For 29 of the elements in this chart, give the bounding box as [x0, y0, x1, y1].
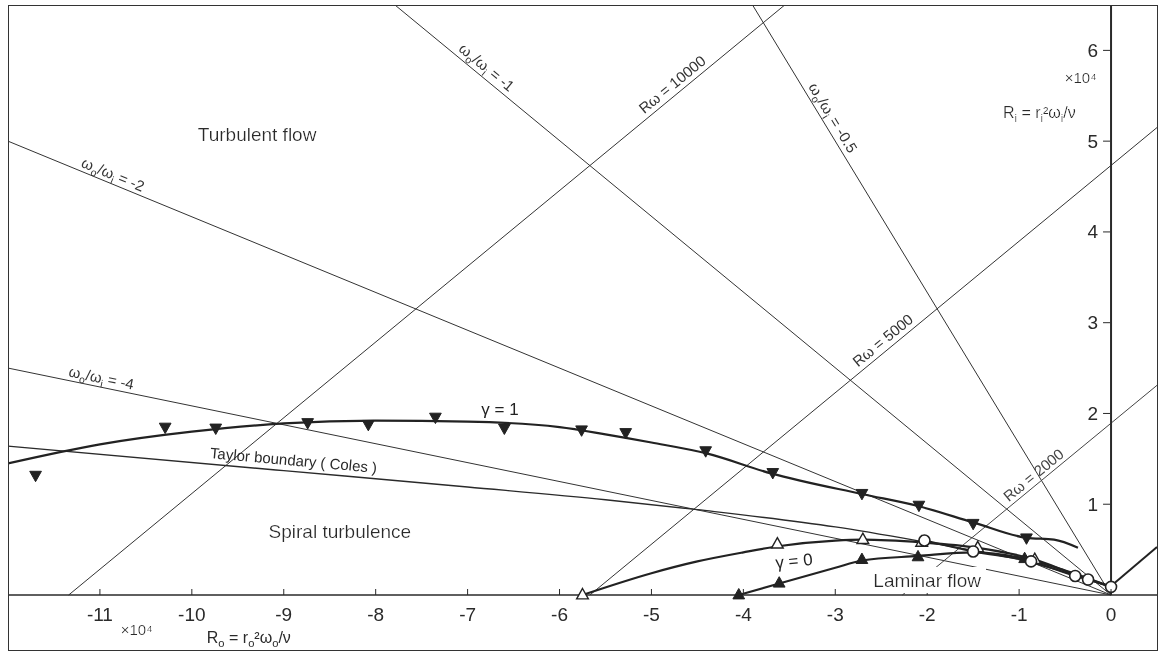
- x-tick-label: -10: [178, 604, 206, 625]
- x-tick-label: -7: [459, 604, 477, 625]
- x-tick-label: -1: [1010, 604, 1028, 625]
- y-tick-label: 1: [1087, 493, 1099, 515]
- x-tick-label: -6: [551, 604, 568, 625]
- annotation: Laminar flow: [873, 569, 982, 591]
- y-axis-title: R$_{i}$ = r$_{i}$²ω$_{i}$/ν: [1002, 103, 1076, 125]
- x-tick-label: -2: [918, 604, 936, 625]
- annotation: ×10⁴: [1064, 68, 1097, 86]
- annotation: Spiral turbulence: [268, 520, 412, 542]
- series-label: γ = 1: [481, 399, 519, 419]
- y-tick-label: 2: [1087, 402, 1099, 424]
- x-tick-label: -9: [275, 604, 293, 625]
- x-tick-label: -11: [86, 604, 113, 625]
- y-tick-label: 3: [1087, 312, 1099, 334]
- text: Taylor boundary ( Coles ): [209, 443, 378, 476]
- x-tick-label: -4: [734, 604, 753, 625]
- text: γ = 0: [774, 549, 814, 572]
- y-tick-label: 6: [1087, 39, 1099, 61]
- x-tick-label: -3: [826, 604, 844, 625]
- text: ω$_{o}$/ω$_{i}$ = -4: [67, 362, 136, 393]
- x-tick-label: -5: [642, 604, 660, 625]
- text: ×10⁴: [120, 620, 153, 638]
- x-tick-label: 0: [1105, 604, 1117, 625]
- x-axis-title: R$_{o}$ = r$_{o}$²ω$_{o}$/ν: [206, 628, 291, 649]
- annotation: Turbulent flow: [197, 123, 317, 145]
- y-tick-label: 5: [1087, 130, 1099, 152]
- x-tick-label: -8: [367, 604, 385, 625]
- y-tick-label: 4: [1087, 221, 1099, 243]
